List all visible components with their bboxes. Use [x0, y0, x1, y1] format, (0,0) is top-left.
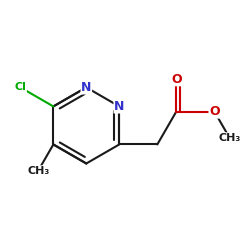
Text: N: N — [114, 100, 124, 113]
Text: O: O — [209, 105, 220, 118]
Text: N: N — [81, 81, 92, 94]
Text: CH₃: CH₃ — [218, 133, 241, 143]
Text: CH₃: CH₃ — [27, 166, 49, 176]
Text: O: O — [171, 73, 182, 86]
Text: Cl: Cl — [14, 82, 26, 92]
